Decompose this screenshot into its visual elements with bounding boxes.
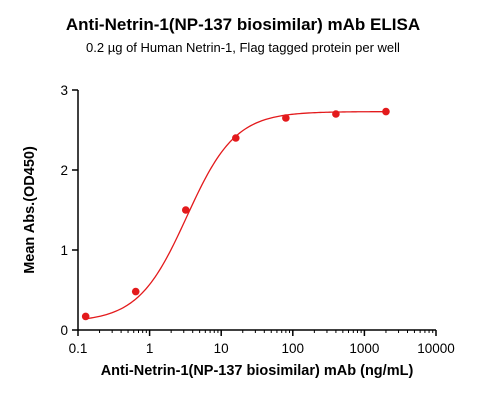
data-points (81, 107, 390, 321)
data-point (131, 287, 140, 296)
x-tick-label: 10 (214, 341, 229, 356)
x-tick-label: 100 (282, 341, 305, 356)
y-tick-label: 3 (60, 83, 68, 98)
y-axis-label: Mean Abs.(OD450) (22, 146, 38, 274)
x-tick-label: 1000 (349, 341, 379, 356)
chart-title: Anti-Netrin-1(NP-137 biosimilar) mAb ELI… (66, 15, 420, 34)
data-point (232, 134, 240, 142)
data-point (282, 114, 290, 122)
plot-area: 0 1 2 3 0.1 1 10 100 1000 10000 (60, 83, 454, 356)
data-point (382, 107, 390, 116)
x-tick-label: 0.1 (69, 341, 88, 356)
y-tick-label: 0 (60, 323, 68, 338)
y-axis-ticks: 0 1 2 3 (60, 83, 78, 338)
fit-curve-line (85, 111, 386, 320)
x-axis-ticks: 0.1 1 10 100 1000 10000 (69, 330, 455, 356)
chart-subtitle: 0.2 µg of Human Netrin-1, Flag tagged pr… (86, 40, 400, 55)
y-tick-label: 2 (60, 163, 68, 178)
x-axis-label: Anti-Netrin-1(NP-137 biosimilar) mAb (ng… (101, 363, 414, 379)
x-tick-label: 1 (146, 341, 154, 356)
data-point (181, 206, 190, 214)
y-tick-label: 1 (60, 243, 68, 258)
data-point (81, 312, 90, 321)
x-tick-label: 10000 (417, 341, 455, 356)
data-point (332, 110, 340, 118)
